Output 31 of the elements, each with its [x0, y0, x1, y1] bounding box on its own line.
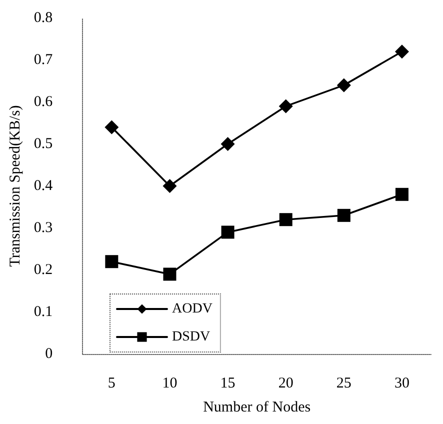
y-tick-label: 0.7 [34, 52, 54, 68]
y-tick-label: 0.2 [34, 262, 53, 278]
x-tick-label: 10 [162, 376, 178, 392]
point [394, 44, 409, 59]
point [221, 226, 234, 239]
point [104, 120, 119, 134]
x-tick-label: 20 [278, 376, 294, 392]
point [279, 213, 292, 226]
point [336, 78, 351, 92]
legend-label: DSDV [172, 330, 210, 344]
point [395, 188, 408, 201]
point [162, 179, 177, 193]
y-tick-label: 0.6 [34, 94, 54, 110]
y-tick-label: 0 [45, 346, 53, 362]
y-tick-label: 0.4 [34, 178, 54, 194]
x-axis-title: Number of Nodes [203, 400, 311, 416]
y-tick-label: 0.1 [34, 304, 53, 320]
y-tick-label: 0.5 [34, 136, 53, 152]
point [105, 255, 118, 268]
legend-label: AODV [172, 302, 212, 316]
y-axis-title: Transmission Speed(KB/s) [8, 105, 24, 267]
y-tick-label: 0.3 [34, 220, 53, 236]
point [278, 99, 293, 114]
y-tick-label: 0.8 [34, 10, 53, 26]
x-tick-label: 5 [108, 376, 116, 392]
x-tick-label: 25 [336, 376, 352, 392]
point [163, 268, 176, 281]
x-tick-label: 15 [220, 376, 236, 392]
point [337, 208, 350, 222]
x-tick-label: 30 [394, 376, 410, 392]
point [220, 137, 235, 151]
